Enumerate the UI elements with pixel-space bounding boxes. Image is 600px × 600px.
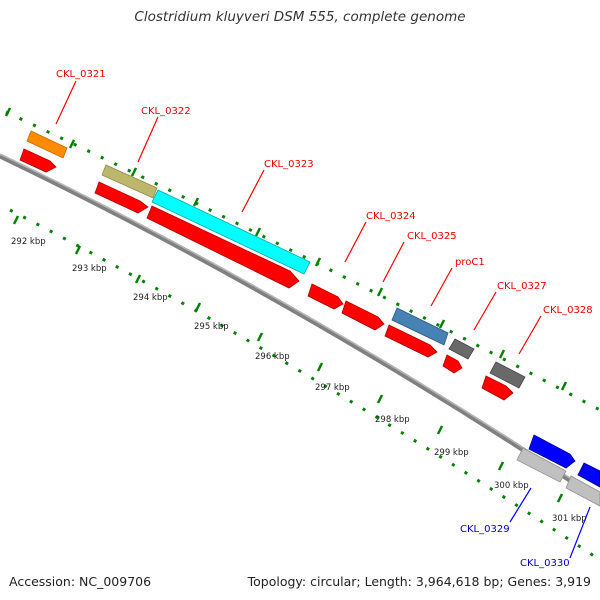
feature-label: CKL_0322 — [141, 106, 191, 117]
feature-ckl-0324[interactable] — [307, 283, 344, 310]
accession-text: Accession: NC_009706 — [9, 574, 152, 589]
feature-ckl-0330[interactable] — [565, 462, 600, 507]
feature-label: CKL_0325 — [407, 231, 457, 242]
tick-label: 300 kbp — [494, 481, 529, 491]
map-title: Clostridium kluyveri DSM 555, complete g… — [134, 9, 466, 25]
feature-ckl-0323[interactable] — [146, 189, 311, 289]
feature-ckl-0325[interactable] — [341, 300, 385, 331]
tick-label: 294 kbp — [133, 293, 168, 303]
feature-label: CKL_0324 — [366, 211, 416, 222]
tick-label: 301 kbp — [552, 514, 587, 524]
feature-label: CKL_0327 — [497, 281, 547, 292]
outer-ticks — [4, 107, 568, 391]
summary-text: Topology: circular; Length: 3,964,618 bp… — [247, 574, 591, 589]
feature-label: CKL_0328 — [543, 305, 593, 316]
tick-label: 299 kbp — [434, 448, 469, 458]
major-ticks — [12, 215, 564, 503]
feature-ckl-0321[interactable] — [19, 130, 68, 173]
outer-dot-ring — [5, 110, 600, 412]
feature-proc1[interactable] — [384, 307, 449, 358]
feature-ckl-0327[interactable] — [442, 338, 475, 374]
tick-label: 296 kbp — [255, 352, 290, 362]
feature-label: CKL_0330 — [520, 558, 570, 569]
tick-label: 295 kbp — [194, 322, 229, 332]
feature-ckl-0329[interactable] — [516, 434, 576, 483]
feature-label: proC1 — [455, 257, 485, 268]
tick-label: 292 kbp — [11, 237, 46, 247]
tick-label: 293 kbp — [72, 264, 107, 274]
genome-backbone — [0, 153, 600, 503]
feature-label: CKL_0329 — [460, 524, 510, 535]
tick-label: 298 kbp — [375, 415, 410, 425]
tick-label: 297 kbp — [315, 383, 350, 393]
feature-label: CKL_0323 — [264, 159, 314, 170]
feature-label: CKL_0321 — [56, 69, 106, 80]
feature-ckl-0328[interactable] — [481, 361, 526, 401]
feature-ckl-0322[interactable] — [94, 164, 158, 214]
